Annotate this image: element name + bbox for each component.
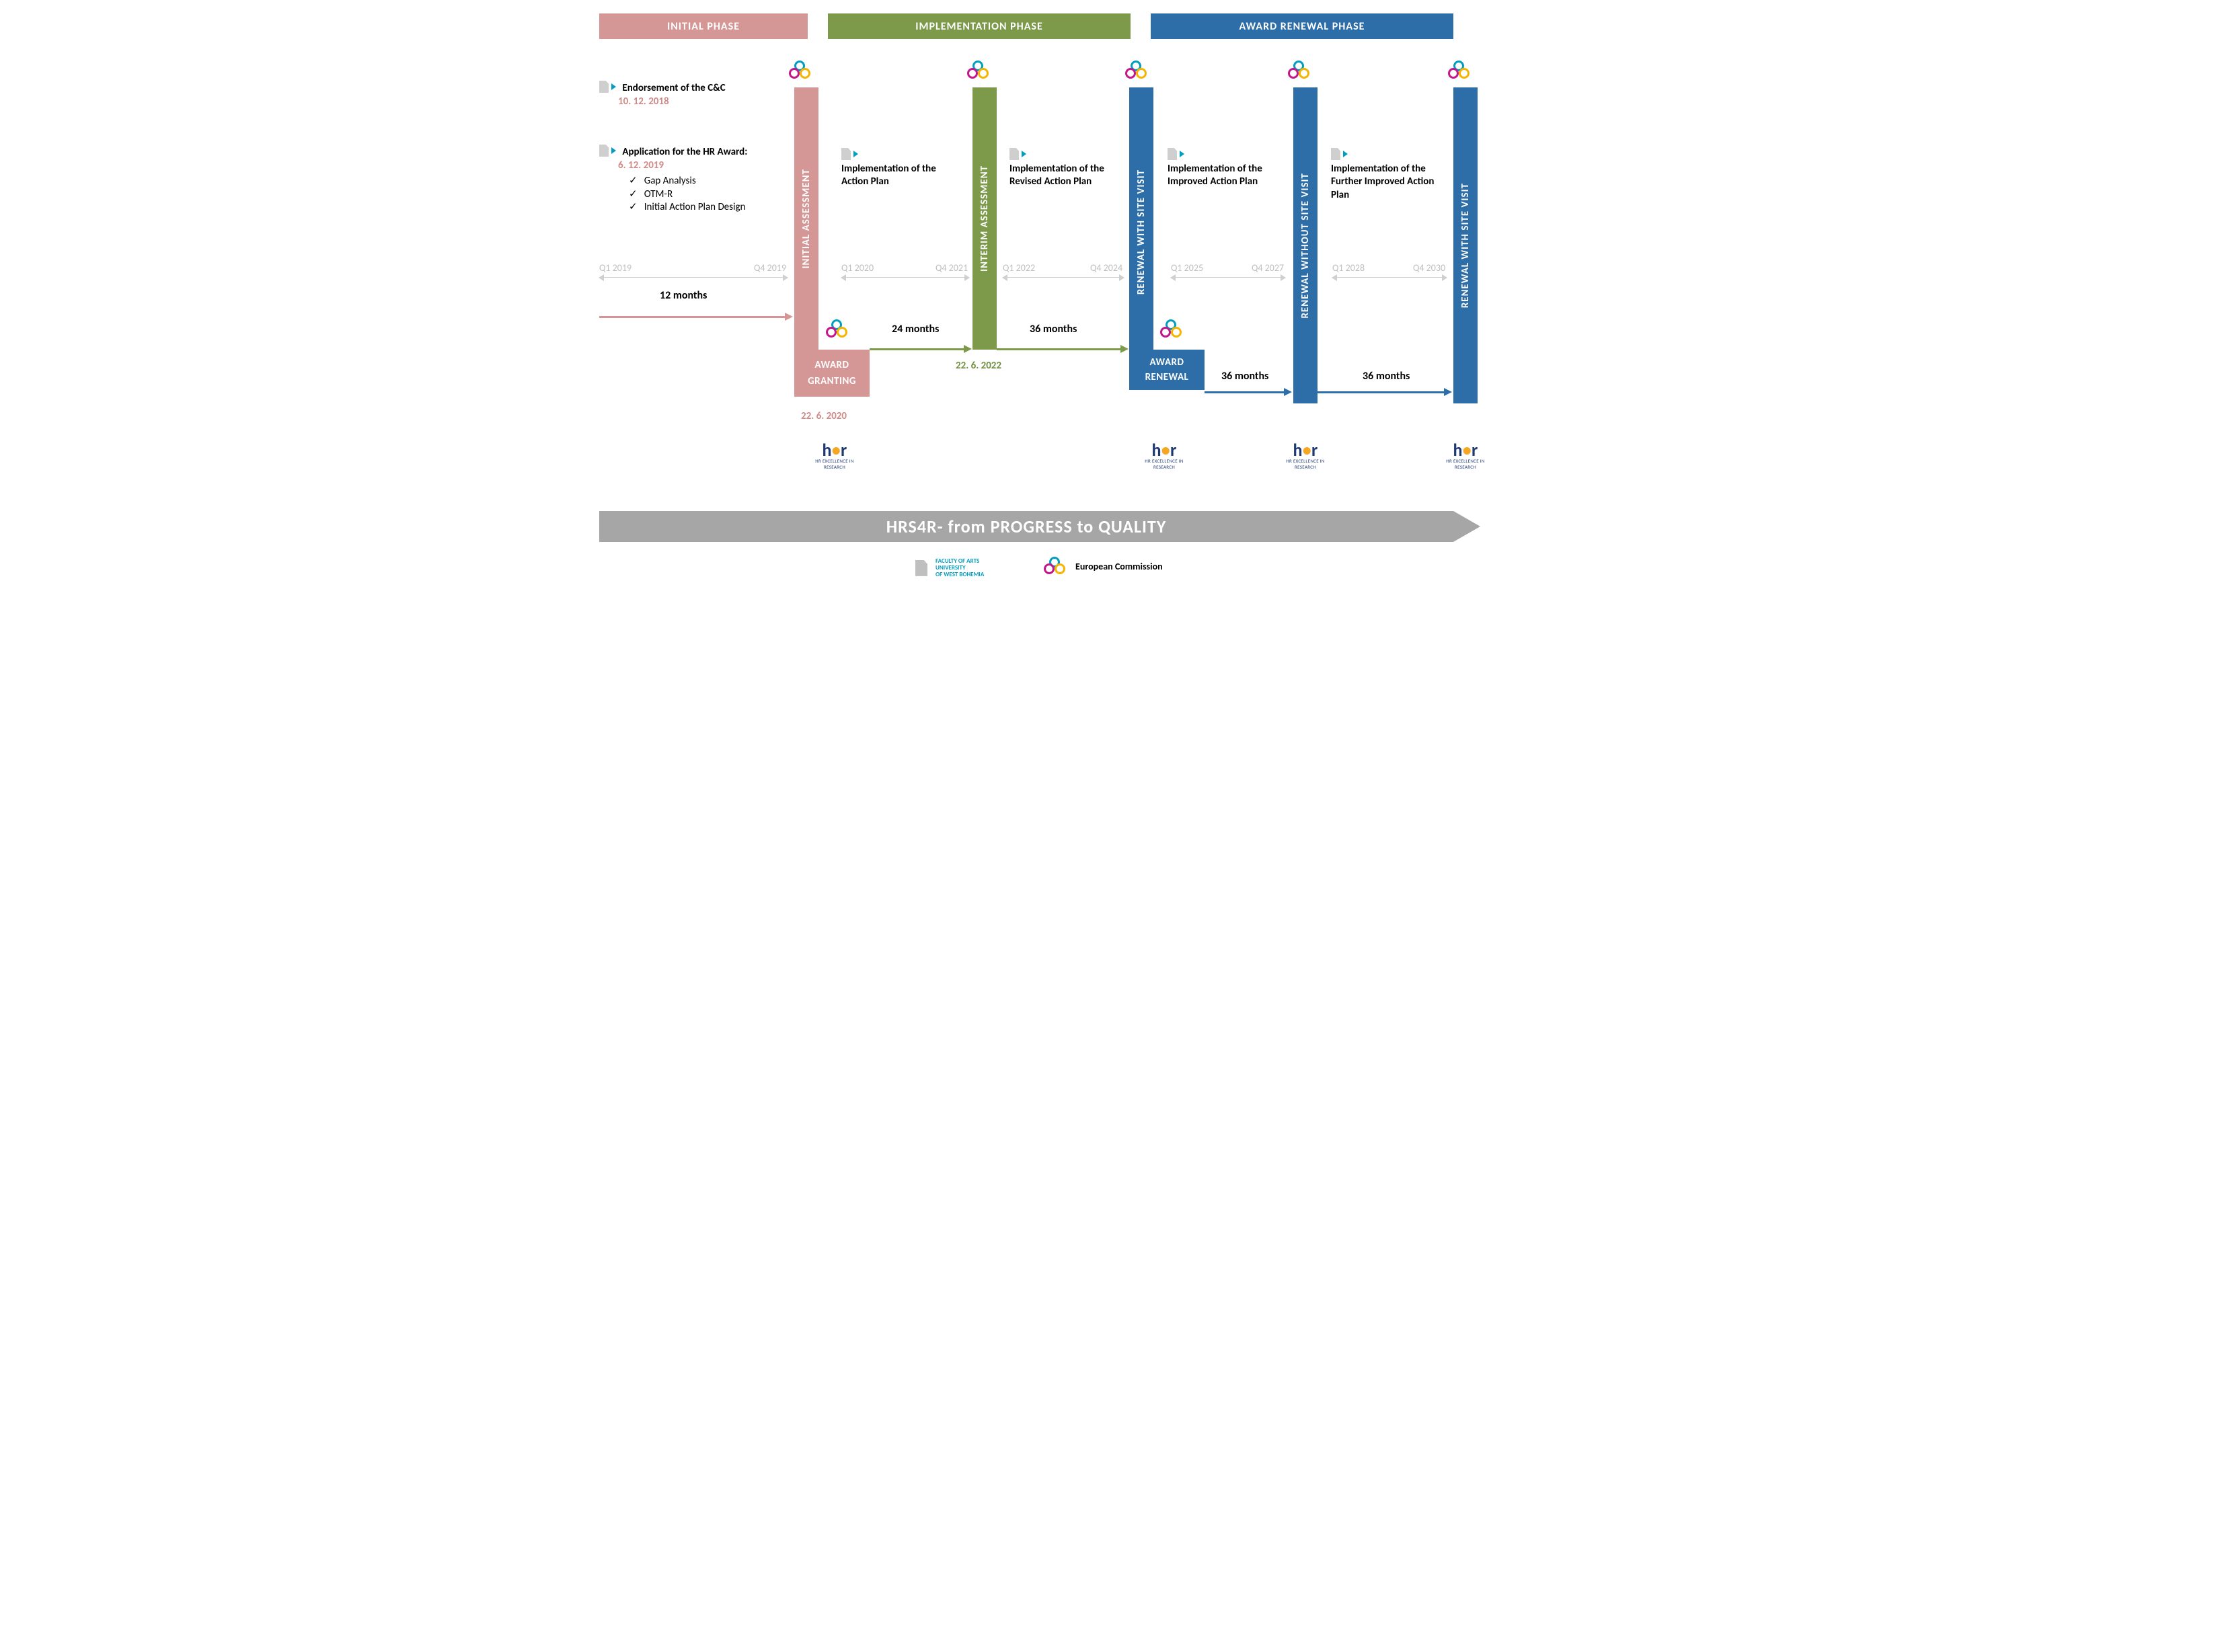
impl-block-2: Implementation of the Revised Action Pla…: [1009, 148, 1124, 189]
vbar-label: RENEWAL WITH SITE VISIT: [1135, 169, 1147, 294]
impl-text-4: Implementation of the Further Improved A…: [1331, 163, 1434, 201]
range-from: Q1 2020: [841, 262, 874, 274]
document-icon: [599, 81, 609, 93]
range-to: Q4 2019: [754, 262, 786, 274]
vbar-initial: INITIAL ASSESSMENT: [794, 87, 818, 350]
range-line: [1332, 277, 1447, 278]
application-block: Application for the HR Award: 6. 12. 201…: [599, 145, 794, 214]
rings-icon: [1043, 557, 1070, 576]
document-icon: [599, 145, 609, 157]
phase-impl-header: IMPLEMENTATION PHASE: [828, 13, 1131, 39]
rings-icon: [1159, 319, 1188, 340]
triangle-icon: [1022, 151, 1026, 157]
footer-uni-3: OF WEST BOHEMIA: [936, 572, 984, 578]
range-line: [1003, 277, 1124, 278]
vbar-label: INITIAL ASSESSMENT: [800, 169, 812, 268]
range-to: Q4 2027: [1252, 262, 1284, 274]
triangle-icon: [611, 83, 616, 90]
award-renewal-l1: AWARD: [1150, 355, 1184, 370]
range-from: Q1 2022: [1003, 262, 1035, 274]
hr-excellence-icon: h•r HR EXCELLENCE IN RESEARCH: [811, 442, 858, 470]
impl-block-4: Implementation of the Further Improved A…: [1331, 148, 1452, 202]
rings-icon: [966, 61, 995, 81]
application-title: Application for the HR Award:: [622, 146, 747, 158]
endorsement-title: Endorsement of the C&C: [622, 82, 725, 94]
award-granting-l1: AWARD: [815, 357, 849, 373]
phase-initial-header: INITIAL PHASE: [599, 13, 808, 39]
rings-icon: [825, 319, 854, 340]
range-line: [841, 277, 969, 278]
footer-university: FACULTY OF ARTS UNIVERSITY OF WEST BOHEM…: [915, 558, 984, 578]
phase-renewal-header: AWARD RENEWAL PHASE: [1151, 13, 1453, 39]
vbar-label: INTERIM ASSESSMENT: [979, 165, 991, 272]
endorsement-block: Endorsement of the C&C 10. 12. 2018: [599, 81, 788, 108]
interim-date: 22. 6. 2022: [956, 360, 1001, 372]
award-renewal-box: AWARD RENEWAL: [1129, 350, 1205, 390]
application-bullet: ✓ OTM-R: [629, 188, 794, 202]
triangle-icon: [1343, 151, 1348, 157]
triangle-icon: [853, 151, 858, 157]
document-icon: [915, 560, 927, 576]
endorsement-date: 10. 12. 2018: [618, 95, 669, 108]
application-date: 6. 12. 2019: [618, 159, 664, 171]
document-icon: [841, 148, 851, 160]
phase-impl-label: IMPLEMENTATION PHASE: [915, 20, 1043, 33]
hr-excellence-icon: h•r HR EXCELLENCE IN RESEARCH: [1442, 442, 1489, 470]
document-icon: [1331, 148, 1340, 160]
duration-36a: 36 months: [1030, 323, 1077, 336]
duration-24: 24 months: [892, 323, 939, 336]
rings-icon: [1447, 61, 1476, 81]
application-bullet: ✓ Gap Analysis: [629, 175, 794, 188]
range-to: Q4 2021: [936, 262, 968, 274]
range-from: Q1 2028: [1332, 262, 1365, 274]
document-icon: [1168, 148, 1177, 160]
triangle-icon: [1180, 151, 1184, 157]
range-to: Q4 2024: [1090, 262, 1122, 274]
vbar-label: RENEWAL WITHOUT SITE VISIT: [1299, 173, 1311, 319]
footer-ec-text: European Commission: [1075, 561, 1163, 572]
impl-text-3: Implementation of the Improved Action Pl…: [1168, 163, 1262, 188]
award-granting-box: AWARD GRANTING: [794, 350, 870, 397]
document-icon: [1009, 148, 1019, 160]
award-renewal-l2: RENEWAL: [1145, 370, 1189, 385]
banner-text: HRS4R- from PROGRESS to QUALITY: [886, 516, 1167, 537]
phase-initial-label: INITIAL PHASE: [667, 20, 740, 33]
bottom-banner: HRS4R- from PROGRESS to QUALITY: [599, 511, 1453, 542]
impl-block-3: Implementation of the Improved Action Pl…: [1168, 148, 1285, 189]
hr-excellence-icon: h•r HR EXCELLENCE IN RESEARCH: [1141, 442, 1188, 470]
vbar-renew1: RENEWAL WITH SITE VISIT: [1129, 87, 1153, 377]
duration-36c: 36 months: [1363, 370, 1410, 383]
vbar-label: RENEWAL WITH SITE VISIT: [1459, 183, 1472, 308]
range-line: [1171, 277, 1285, 278]
vbar-renew2: RENEWAL WITHOUT SITE VISIT: [1293, 87, 1318, 403]
triangle-icon: [611, 147, 616, 154]
vbar-renew3: RENEWAL WITH SITE VISIT: [1453, 87, 1478, 403]
duration-12: 12 months: [660, 289, 707, 302]
range-line: [599, 277, 788, 278]
impl-text-2: Implementation of the Revised Action Pla…: [1009, 163, 1104, 188]
range-to: Q4 2030: [1413, 262, 1445, 274]
range-from: Q1 2025: [1171, 262, 1203, 274]
impl-block-1: Implementation of the Action Plan: [841, 148, 962, 189]
rings-icon: [1287, 61, 1316, 81]
impl-text-1: Implementation of the Action Plan: [841, 163, 936, 188]
award-granting-l2: GRANTING: [808, 373, 856, 389]
award-granting-date: 22. 6. 2020: [801, 410, 847, 422]
hr-excellence-icon: h•r HR EXCELLENCE IN RESEARCH: [1282, 442, 1329, 470]
rings-icon: [788, 61, 817, 81]
rings-icon: [1124, 61, 1153, 81]
duration-36b: 36 months: [1221, 370, 1268, 383]
application-bullet: ✓ Initial Action Plan Design: [629, 201, 794, 214]
vbar-interim: INTERIM ASSESSMENT: [972, 87, 997, 350]
diagram-canvas: INITIAL PHASE IMPLEMENTATION PHASE AWARD…: [586, 13, 1628, 659]
footer-ec: European Commission: [1043, 557, 1163, 576]
phase-renewal-label: AWARD RENEWAL PHASE: [1239, 20, 1365, 33]
range-from: Q1 2019: [599, 262, 632, 274]
